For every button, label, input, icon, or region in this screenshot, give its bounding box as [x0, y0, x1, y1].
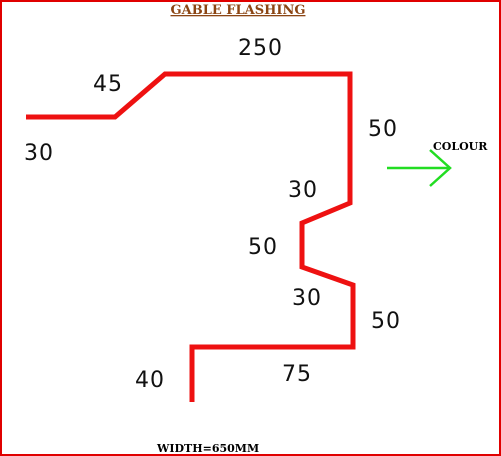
dim-slope: 45 [93, 72, 123, 97]
dim-lower-right-drop: 50 [371, 309, 401, 334]
dim-lower-return: 30 [292, 286, 322, 311]
width-label: WIDTH=650MM [156, 442, 259, 455]
dim-top: 250 [238, 36, 283, 61]
dim-right-drop: 50 [368, 117, 398, 142]
colour-label: COLOUR [433, 140, 488, 153]
dim-left-flat: 30 [24, 141, 54, 166]
dim-inner-vertical: 50 [248, 235, 278, 260]
dim-left-leg: 40 [135, 368, 165, 393]
flashing-profile [26, 71, 356, 402]
diagram-title: GABLE FLASHING [171, 3, 306, 18]
dim-bottom: 75 [282, 362, 312, 387]
dim-upper-return: 30 [288, 178, 318, 203]
colour-arrow-icon [387, 149, 452, 187]
